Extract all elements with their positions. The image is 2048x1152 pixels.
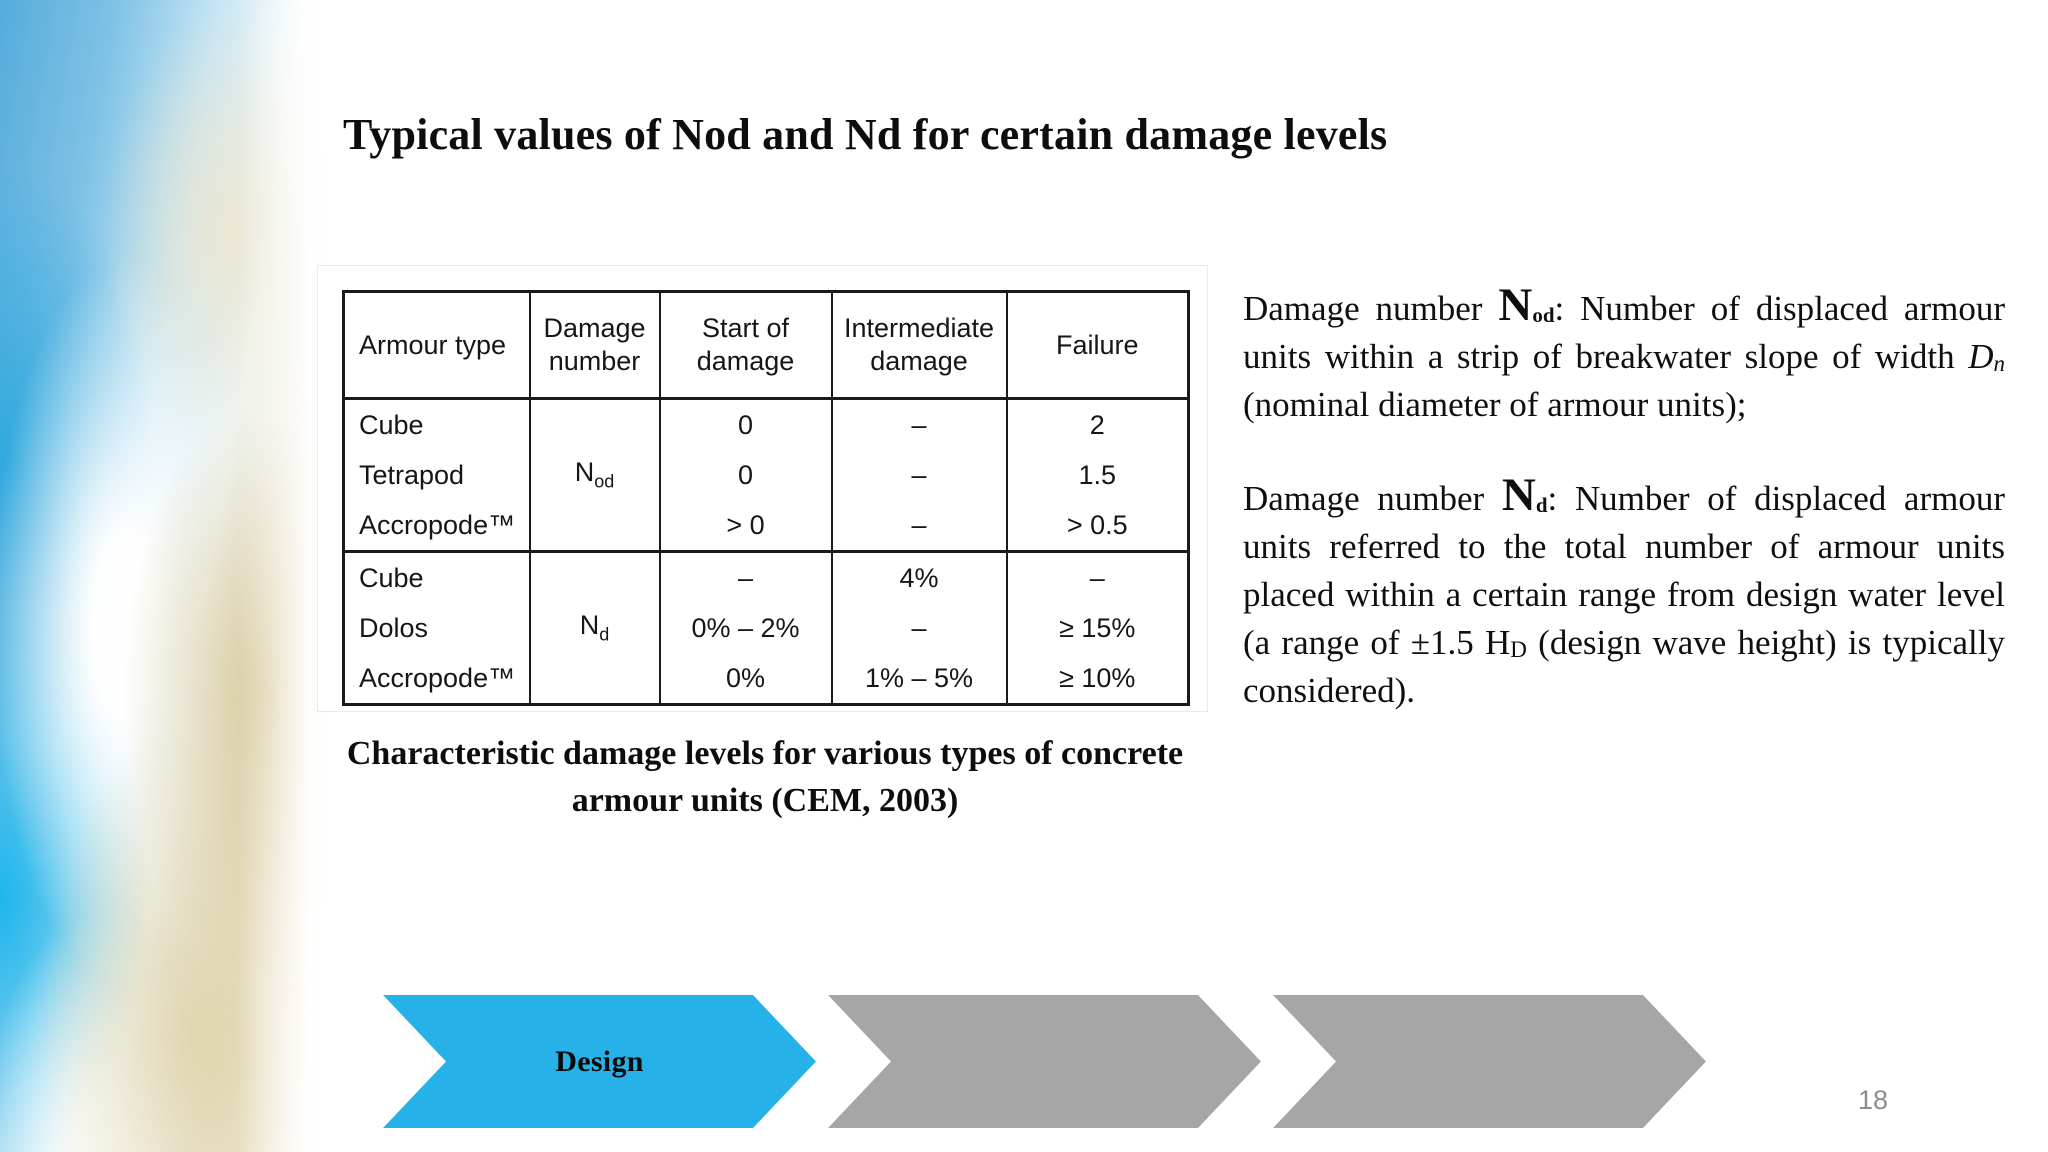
cell-intermediate-damage: 1% – 5% [830, 653, 1008, 705]
cell-failure: 2 [1005, 398, 1190, 450]
cell-armour-type: Cube [342, 398, 531, 450]
cell-start-of-damage: 0% – 2% [658, 603, 833, 653]
table-row: Tetrapod 0 – 1.5 [342, 450, 1190, 500]
cell-armour-type: Tetrapod [342, 450, 531, 500]
process-step-3 [1273, 995, 1706, 1128]
table-figure: Armour type Damage number Start of damag… [317, 265, 1208, 712]
table-row: Accropode™ > 0 – > 0.5 [342, 500, 1190, 552]
damage-levels-table: Armour type Damage number Start of damag… [342, 290, 1190, 706]
table-row: Cube Nd – 4% – [342, 551, 1190, 705]
cell-start-of-damage: 0 [658, 398, 833, 450]
column-header-failure: Failure [1005, 291, 1190, 400]
cell-intermediate-damage: 4% [830, 551, 1008, 603]
cell-failure: ≥ 15% [1005, 603, 1190, 653]
column-header-start-of-damage: Start of damage [658, 291, 833, 400]
column-header-intermediate-damage: Intermediate damage [830, 291, 1008, 400]
cell-start-of-damage: 0% [658, 653, 833, 705]
cell-armour-type: Accropode™ [342, 653, 531, 705]
table-section-nd: Cube Nd – 4% – Dolos 0% – 2% – ≥ 15% Acc… [342, 551, 1190, 705]
cell-damage-number-nd: Nd [528, 551, 661, 705]
column-header-damage-number: Damage number [528, 291, 661, 400]
cell-start-of-damage: 0 [658, 450, 833, 500]
cell-intermediate-damage: – [830, 398, 1008, 450]
cell-damage-number-nod: Nod [528, 398, 661, 552]
cell-failure: 1.5 [1005, 450, 1190, 500]
cell-intermediate-damage: – [830, 450, 1008, 500]
definitions-panel: Damage number Nod: Number of displaced a… [1243, 279, 2005, 715]
table-row: Accropode™ 0% 1% – 5% ≥ 10% [342, 653, 1190, 705]
cell-start-of-damage: > 0 [658, 500, 833, 552]
process-step-label: Design [555, 1044, 644, 1078]
definition-nd: Damage number Nd: Number of displaced ar… [1243, 469, 2005, 711]
column-header-armour-type: Armour type [342, 291, 531, 400]
page-number: 18 [1858, 1085, 1889, 1115]
table-section-nod: Cube Nod 0 – 2 Tetrapod 0 – 1.5 Accropod… [342, 398, 1190, 552]
table-row: Dolos 0% – 2% – ≥ 15% [342, 603, 1190, 653]
cell-intermediate-damage: – [830, 603, 1008, 653]
cell-armour-type: Dolos [342, 603, 531, 653]
table-header-row: Armour type Damage number Start of damag… [342, 291, 1190, 400]
table-caption: Characteristic damage levels for various… [346, 735, 1184, 819]
cell-failure: > 0.5 [1005, 500, 1190, 552]
table-row: Cube Nod 0 – 2 [342, 398, 1190, 552]
cell-armour-type: Accropode™ [342, 500, 531, 552]
process-flow: Design [383, 995, 1706, 1128]
slide-title: Typical values of Nod and Nd for certain… [343, 110, 1388, 160]
cell-intermediate-damage: – [830, 500, 1008, 552]
process-step-2 [828, 995, 1261, 1128]
beach-aerial-photo [0, 0, 330, 1152]
cell-armour-type: Cube [342, 551, 531, 603]
cell-failure: – [1005, 551, 1190, 603]
process-step-design: Design [383, 995, 816, 1128]
cell-start-of-damage: – [658, 551, 833, 603]
definition-nod: Damage number Nod: Number of displaced a… [1243, 279, 2005, 425]
cell-failure: ≥ 10% [1005, 653, 1190, 705]
